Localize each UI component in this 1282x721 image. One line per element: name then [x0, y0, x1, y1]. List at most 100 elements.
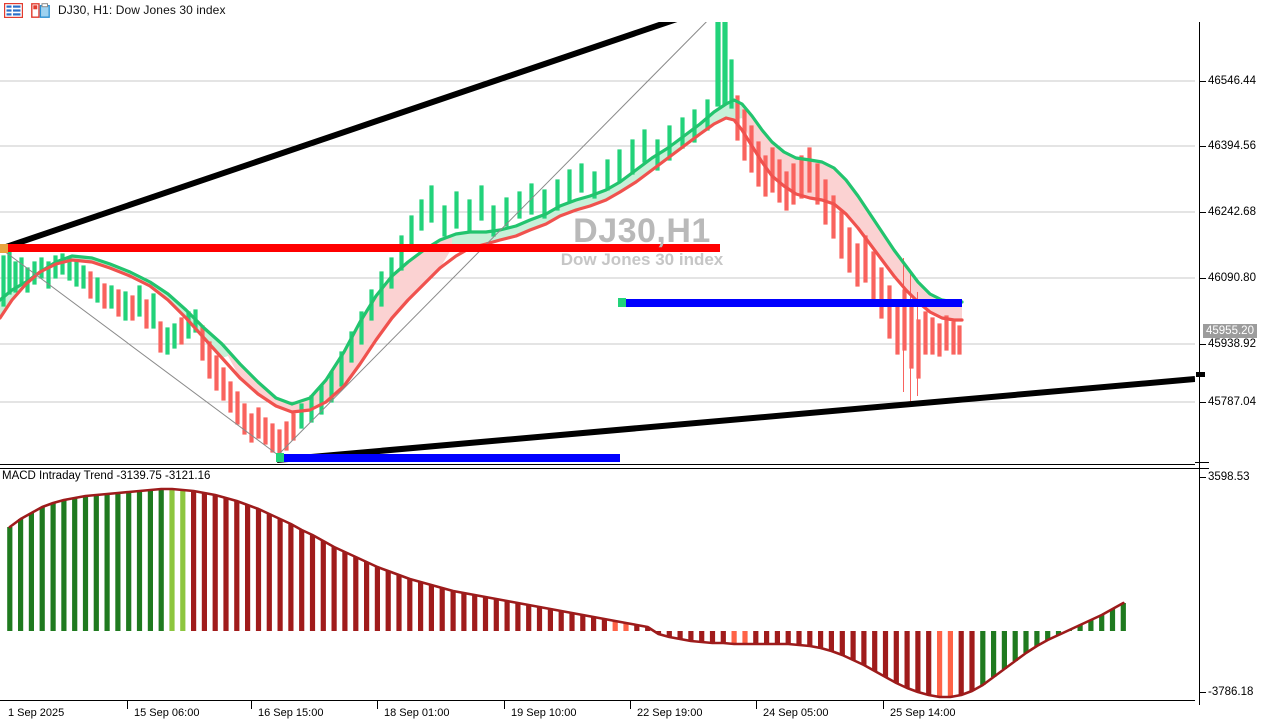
time-tick-label: 19 Sep 10:00: [511, 707, 577, 719]
macd-histogram-bar: [558, 611, 564, 631]
macd-histogram-bar: [980, 631, 986, 685]
price-tick-mark: [1199, 146, 1206, 147]
data-window-icon[interactable]: [4, 3, 23, 18]
macd-histogram-bar: [212, 495, 218, 631]
macd-histogram-bar: [742, 631, 748, 644]
inner-diagonal-down-line: [0, 247, 279, 456]
macd-histogram-bar: [439, 588, 445, 631]
macd-tick-label: 3598.53: [1208, 471, 1250, 483]
macd-histogram-bar: [364, 562, 370, 631]
macd-histogram-bar: [1099, 615, 1105, 631]
macd-histogram-bar: [115, 493, 121, 631]
macd-histogram-bar: [72, 498, 78, 631]
macd-histogram-bar: [39, 507, 45, 631]
axis-pane-divider-bottom: [1195, 468, 1209, 469]
ma-cloud-fills: [0, 100, 962, 412]
macd-histogram-bar: [1055, 631, 1062, 635]
price-tick-label: 45938.92: [1208, 338, 1256, 350]
macd-histogram-bar: [82, 496, 89, 631]
macd-histogram-bar: [288, 524, 294, 631]
macd-histogram-bar: [407, 579, 413, 631]
macd-histogram-bar: [861, 631, 867, 665]
macd-histogram-bar: [991, 631, 997, 677]
macd-histogram-bar: [623, 623, 629, 631]
macd-histogram-bar: [839, 631, 845, 655]
chart-window-icon[interactable]: [31, 3, 50, 18]
time-tick-label: 15 Sep 06:00: [134, 707, 200, 719]
inner-diagonal-up-line: [277, 1, 727, 456]
price-tick-mark: [1199, 81, 1206, 82]
macd-histogram-bar: [709, 631, 716, 643]
macd-histogram-bar: [601, 619, 607, 631]
macd-histogram-bar: [634, 625, 640, 631]
macd-histogram-bar: [147, 490, 153, 631]
macd-histogram-bar: [461, 593, 467, 631]
macd-tick-label: -3786.18: [1208, 686, 1254, 698]
macd-histogram-bar: [807, 631, 813, 646]
price-tick-label: 45787.04: [1208, 396, 1256, 408]
macd-histogram-bar: [126, 492, 132, 631]
macd-histogram-bar: [666, 631, 672, 637]
price-tick-label: 46242.68: [1208, 206, 1256, 218]
macd-histogram-bar: [893, 631, 899, 683]
price-gridlines: [0, 13, 1195, 403]
macd-histogram-bar: [591, 617, 597, 631]
macd-histogram-bar: [245, 505, 251, 631]
macd-histogram-bar: [904, 631, 910, 688]
macd-histogram-bar: [850, 631, 856, 660]
macd-histogram-bar: [774, 631, 780, 644]
lower-trendline: [276, 376, 1195, 463]
time-tick-mark: [883, 700, 884, 709]
macd-histogram-bar: [309, 535, 316, 631]
macd-histogram-bar: [28, 513, 34, 631]
time-scale-axis[interactable]: 1 Sep 2025 15 Sep 06:00 16 Sep 15:00 18 Sep…: [0, 700, 1195, 721]
upper-trendline: [0, 0, 728, 252]
price-tick-label: 46090.80: [1208, 272, 1256, 284]
macd-histogram-bar: [180, 490, 186, 631]
symbol-title: DJ30, H1: Dow Jones 30 index: [58, 3, 226, 17]
macd-histogram-bar: [320, 541, 326, 631]
price-chart-svg: [0, 0, 1195, 463]
macd-indicator-label: MACD Intraday Trend -3139.75 -3121.16: [2, 470, 211, 482]
axis-scale-handle[interactable]: [1196, 372, 1205, 377]
macd-histogram-bar: [785, 631, 791, 644]
chart-titlebar: DJ30, H1: Dow Jones 30 index: [0, 0, 1282, 22]
macd-histogram-bar: [169, 489, 175, 631]
price-tick-mark: [1199, 402, 1206, 403]
macd-histogram-bar: [872, 631, 878, 671]
price-tick-label: 46546.44: [1208, 75, 1256, 87]
anchor-point-trendline-origin: [0, 244, 8, 253]
macd-signal-line: [8, 487, 1125, 699]
macd-histogram-bar: [482, 597, 489, 631]
price-chart-pane[interactable]: [0, 0, 1195, 466]
ma-cloud-red-1: [228, 236, 452, 412]
macd-histogram-bar: [1001, 631, 1007, 669]
macd-histogram-bar: [504, 601, 510, 631]
macd-histogram-bar: [515, 603, 521, 631]
macd-histogram-bar: [1077, 625, 1083, 631]
macd-histogram-bar: [18, 519, 24, 631]
macd-histogram-bar: [234, 501, 240, 631]
macd-histogram-bar: [947, 631, 953, 697]
macd-histogram-bar: [1012, 631, 1018, 661]
macd-histogram-bar: [699, 631, 705, 642]
price-scale-axis[interactable]: 46698.3246546.4446394.5646242.6846090.80…: [1195, 0, 1282, 705]
macd-histogram-bar: [299, 530, 305, 631]
axis-vertical-line: [1199, 0, 1200, 705]
macd-histogram-bar: [612, 621, 618, 631]
macd-histogram-bar: [645, 627, 651, 631]
time-tick-mark: [377, 700, 378, 709]
macd-histogram-bar: [1120, 603, 1126, 631]
anchor-point-support-lower: [276, 453, 284, 462]
macd-histogram-bar: [104, 494, 110, 631]
time-tick-label: 1 Sep 2025: [8, 707, 65, 719]
macd-histogram-bar: [731, 631, 737, 644]
price-tick-mark: [1199, 344, 1206, 345]
macd-histogram-bars: [7, 489, 1126, 697]
pane-separator-top: [0, 464, 1195, 465]
time-tick-label: 24 Sep 05:00: [763, 707, 829, 719]
macd-histogram-bar: [926, 631, 932, 695]
macd-indicator-pane[interactable]: [0, 470, 1195, 700]
macd-histogram-bar: [493, 599, 499, 631]
